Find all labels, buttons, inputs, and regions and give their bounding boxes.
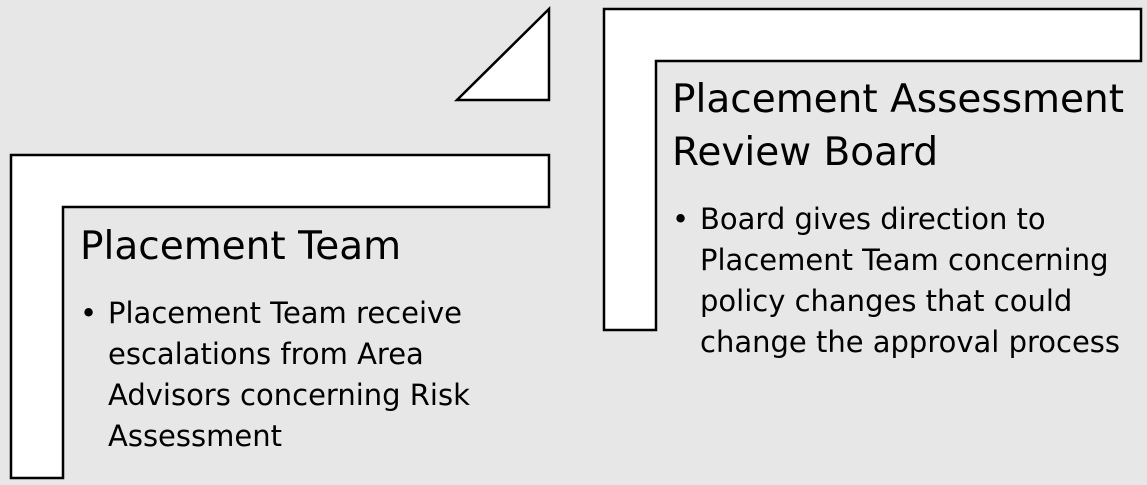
review-board-bullet-text: Board gives direction to Placement Team … [700, 202, 1121, 359]
placement-team-title: Placement Team [80, 224, 402, 269]
review-board-bullets: • Board gives direction to Placement Tea… [672, 199, 1142, 363]
left-corner-bracket-shape [9, 153, 551, 480]
placement-team-bullets: • Placement Team receive escalations fro… [80, 293, 540, 457]
review-board-bullet-item: • Board gives direction to Placement Tea… [672, 199, 1142, 363]
right-corner-bracket-shape [602, 7, 1143, 332]
placement-team-block: Placement Team • Placement Team receive … [80, 220, 540, 457]
bullet-dot-icon: • [80, 296, 98, 330]
review-board-block: Placement Assessment Review Board • Boar… [672, 73, 1142, 363]
review-board-title-line-1: Placement Assessment [672, 77, 1125, 122]
placement-team-bullet-text: Placement Team receive escalations from … [108, 296, 470, 453]
placement-team-bullet-item: • Placement Team receive escalations fro… [80, 293, 540, 457]
review-board-title-line-2: Review Board [672, 130, 939, 175]
review-board-title: Placement Assessment Review Board [672, 73, 1142, 179]
bullet-dot-icon: • [672, 202, 690, 236]
connector-triangle-shape [453, 6, 551, 102]
